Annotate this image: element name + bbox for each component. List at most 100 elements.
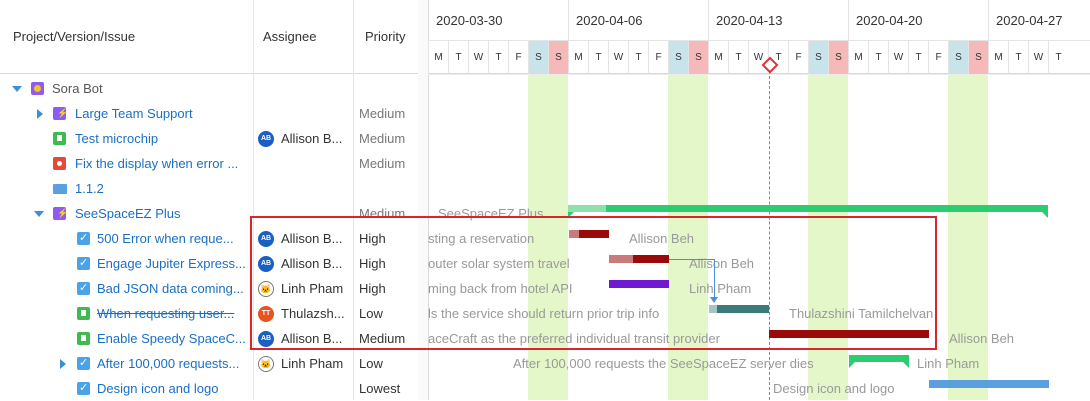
- day-cell: M: [428, 41, 448, 74]
- tree-row-bug[interactable]: Fix the display when error ... Medium: [0, 151, 418, 176]
- bar-end-cap: [903, 362, 909, 368]
- day-cell: F: [508, 41, 528, 74]
- day-cell: T: [908, 41, 928, 74]
- issue-link[interactable]: 500 Error when reque...: [97, 231, 234, 246]
- collapse-arrow-icon[interactable]: [34, 211, 44, 217]
- task-checkbox-icon: ✓: [77, 282, 90, 295]
- task-bar[interactable]: [849, 355, 909, 362]
- tree-row-task[interactable]: ✓ Engage Jupiter Express... AB Allison B…: [0, 251, 418, 276]
- column-header-priority[interactable]: Priority: [353, 0, 418, 74]
- day-cell: S: [688, 41, 708, 74]
- priority-value: Low: [359, 356, 383, 371]
- dependency-arrow-icon: [710, 297, 718, 303]
- day-cell: T: [1048, 41, 1068, 74]
- column-header-project[interactable]: Project/Version/Issue: [0, 0, 253, 74]
- collapse-arrow-icon[interactable]: [12, 86, 22, 92]
- column-header-assignee-label: Assignee: [263, 29, 317, 44]
- task-bar-progress[interactable]: [709, 305, 717, 313]
- day-cell: S: [528, 41, 548, 74]
- tree-row-epic[interactable]: ⚡ Large Team Support Medium: [0, 101, 418, 126]
- day-cell: T: [448, 41, 468, 74]
- bar-label: ming back from hotel API: [428, 281, 573, 296]
- tree-row-task[interactable]: ✓ Design icon and logo Lowest: [0, 376, 418, 401]
- story-icon: [53, 132, 66, 145]
- bug-icon: [53, 157, 66, 170]
- column-header-assignee[interactable]: Assignee: [253, 0, 353, 74]
- issue-link[interactable]: Test microchip: [75, 131, 159, 146]
- task-bar[interactable]: [633, 255, 669, 263]
- tree-row-project[interactable]: Sora Bot: [0, 76, 418, 101]
- day-cell: M: [708, 41, 728, 74]
- task-bar[interactable]: [717, 305, 769, 313]
- week-label: 2020-04-06: [576, 13, 643, 28]
- day-cell: S: [948, 41, 968, 74]
- tree-row-version[interactable]: 1.1.2: [0, 176, 418, 201]
- task-checkbox-icon: ✓: [77, 382, 90, 395]
- issue-link[interactable]: Design icon and logo: [97, 381, 219, 396]
- issue-link[interactable]: When requesting user...: [97, 306, 235, 321]
- epic-bar-progress[interactable]: [568, 205, 606, 212]
- pane-splitter[interactable]: [418, 0, 429, 400]
- day-cell: M: [568, 41, 588, 74]
- bar-end-cap: [568, 212, 574, 218]
- task-bar[interactable]: [769, 330, 929, 338]
- priority-value: High: [359, 231, 386, 246]
- day-cell: M: [988, 41, 1008, 74]
- issue-link[interactable]: Engage Jupiter Express...: [97, 256, 246, 271]
- epic-icon: ⚡: [53, 207, 68, 220]
- issue-link[interactable]: SeeSpaceEZ Plus: [75, 206, 181, 221]
- priority-value: Medium: [359, 131, 406, 146]
- tree-row-story[interactable]: When requesting user... TT Thulazsh... L…: [0, 301, 418, 326]
- tree-row-task[interactable]: ✓ 500 Error when reque... AB Allison B..…: [0, 226, 418, 251]
- weekend-column: [808, 74, 848, 400]
- day-cell: W: [748, 41, 768, 74]
- epic-bar[interactable]: [606, 205, 1048, 212]
- dependency-line: [714, 259, 715, 299]
- day-cell: W: [888, 41, 908, 74]
- dependency-line: [669, 259, 715, 260]
- task-bar-progress[interactable]: [569, 230, 579, 238]
- week-divider: [988, 0, 989, 40]
- task-bar-progress[interactable]: [609, 255, 633, 263]
- task-bar[interactable]: [579, 230, 609, 238]
- project-avatar-icon: [31, 82, 44, 95]
- day-cell: S: [828, 41, 848, 74]
- cat-avatar-icon: 🐱: [258, 356, 274, 372]
- expand-arrow-icon[interactable]: [60, 359, 66, 369]
- bar-label: aceCraft as the preferred individual tra…: [428, 331, 720, 346]
- issue-link[interactable]: After 100,000 requests...: [97, 356, 240, 371]
- column-divider[interactable]: [253, 0, 254, 400]
- task-bar[interactable]: [609, 280, 669, 288]
- assignee-name: Linh Pham: [281, 356, 344, 371]
- tree-row-story[interactable]: Enable Speedy SpaceC... AB Allison B... …: [0, 326, 418, 351]
- tree-row-task[interactable]: ✓ After 100,000 requests... 🐱 Linh Pham …: [0, 351, 418, 376]
- tree-row-task[interactable]: ✓ Bad JSON data coming... 🐱 Linh Pham Hi…: [0, 276, 418, 301]
- folder-icon: [53, 182, 67, 195]
- weekend-column: [948, 74, 988, 400]
- issue-link[interactable]: Fix the display when error ...: [75, 156, 239, 171]
- priority-value: Medium: [359, 106, 406, 121]
- day-cell: W: [608, 41, 628, 74]
- issue-link[interactable]: Large Team Support: [75, 106, 193, 121]
- task-checkbox-icon: ✓: [77, 257, 90, 270]
- tree-row-story[interactable]: Test microchip AB Allison B... Medium: [0, 126, 418, 151]
- bar-assignee: Thulazshini Tamilchelvan: [789, 306, 934, 321]
- timeline-header: [428, 0, 1090, 74]
- expand-arrow-icon[interactable]: [37, 109, 43, 119]
- week-label: 2020-04-27: [996, 13, 1063, 28]
- issue-grid: Project/Version/Issue Assignee Priority …: [0, 0, 419, 400]
- today-line: [769, 66, 770, 400]
- week-label: 2020-03-30: [436, 13, 503, 28]
- avatar: TT: [258, 306, 274, 322]
- story-icon: [77, 307, 90, 320]
- version-link[interactable]: 1.1.2: [75, 181, 104, 196]
- avatar: AB: [258, 331, 274, 347]
- priority-value: Medium: [359, 331, 406, 346]
- highlight-box: [250, 216, 937, 350]
- bar-label: sting a reservation: [428, 231, 535, 246]
- bar-label: Design icon and logo: [773, 381, 895, 396]
- task-bar[interactable]: [929, 380, 1049, 388]
- issue-link[interactable]: Enable Speedy SpaceC...: [97, 331, 246, 346]
- issue-link[interactable]: Bad JSON data coming...: [97, 281, 244, 296]
- column-divider[interactable]: [353, 0, 354, 400]
